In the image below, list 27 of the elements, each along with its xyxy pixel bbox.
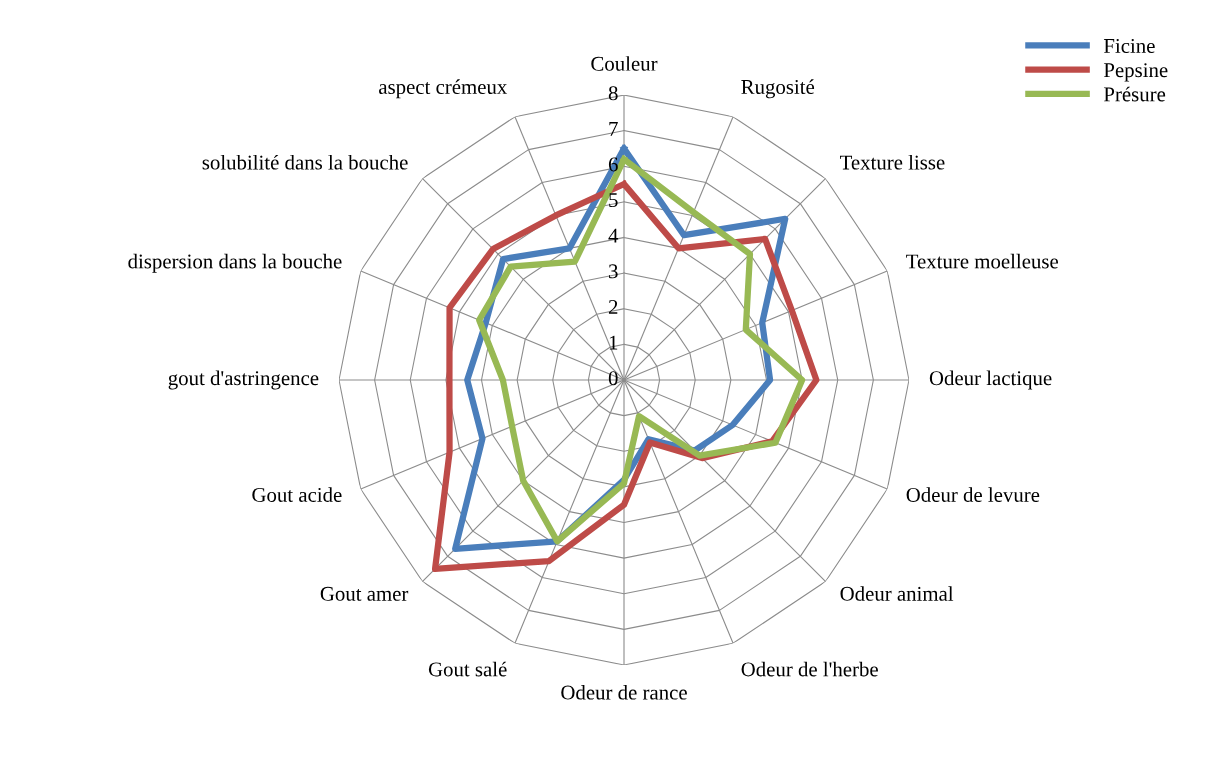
y-tick-label: 0 (608, 371, 618, 386)
spoke-label: Odeur lactique (929, 370, 1052, 390)
spoke-label: gout d'astringence (168, 370, 319, 390)
spoke-label: Texture moelleuse (906, 253, 1059, 269)
legend-label: Pepsine (1103, 63, 1168, 82)
y-tick-label: 1 (609, 335, 618, 350)
spoke-label: Gout salé (428, 661, 507, 677)
y-tick-label: 7 (609, 121, 618, 136)
spoke-label: Odeur animal (840, 586, 954, 601)
spoke-label: Gout acide (252, 487, 342, 502)
spoke-label: Odeur de l'herbe (741, 661, 878, 677)
spoke-label: Odeur de rance (561, 684, 687, 700)
spoke-label: Couleur (591, 56, 658, 71)
legend-label: Ficine (1103, 38, 1155, 53)
y-tick-label: 8 (608, 86, 618, 101)
y-tick-label: 5 (609, 193, 618, 208)
spoke-label: Odeur de levure (906, 487, 1040, 502)
spoke-label: solubilité dans la bouche (202, 154, 408, 170)
spoke-label: Gout amer (320, 586, 409, 601)
legend-label: Présure (1103, 86, 1166, 102)
y-tick-label: 2 (608, 299, 618, 314)
spoke-label: dispersion dans la bouche (128, 253, 342, 273)
y-tick-label: 4 (608, 228, 619, 243)
y-tick-label: 3 (609, 264, 618, 279)
spoke-label: Texture lisse (840, 154, 945, 170)
spoke-label: Rugosité (741, 79, 815, 99)
spoke-label: aspect crémeux (379, 79, 508, 99)
